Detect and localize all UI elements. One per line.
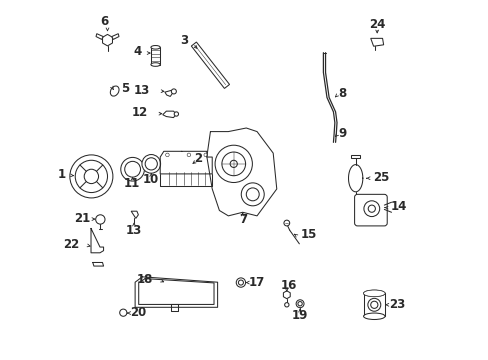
Polygon shape bbox=[102, 35, 112, 46]
Text: 6: 6 bbox=[101, 15, 108, 28]
Circle shape bbox=[174, 112, 178, 116]
Polygon shape bbox=[351, 155, 359, 158]
Circle shape bbox=[370, 301, 377, 309]
Circle shape bbox=[171, 89, 176, 94]
Text: 18: 18 bbox=[137, 273, 153, 286]
Circle shape bbox=[96, 215, 105, 224]
Text: 3: 3 bbox=[180, 34, 188, 48]
Text: 12: 12 bbox=[131, 107, 147, 120]
Text: 5: 5 bbox=[121, 82, 129, 95]
Polygon shape bbox=[164, 90, 172, 96]
Text: 9: 9 bbox=[338, 127, 346, 140]
Circle shape bbox=[70, 155, 113, 198]
Circle shape bbox=[124, 161, 140, 177]
Circle shape bbox=[363, 201, 379, 217]
Circle shape bbox=[367, 298, 380, 311]
Text: 4: 4 bbox=[133, 45, 142, 58]
Text: 2: 2 bbox=[193, 152, 202, 165]
Circle shape bbox=[238, 280, 243, 285]
Circle shape bbox=[241, 183, 264, 206]
Text: 1: 1 bbox=[58, 168, 66, 181]
Ellipse shape bbox=[363, 290, 384, 297]
Text: 15: 15 bbox=[300, 228, 316, 241]
Circle shape bbox=[246, 188, 259, 201]
Circle shape bbox=[187, 153, 190, 157]
Circle shape bbox=[284, 220, 289, 226]
Polygon shape bbox=[131, 211, 138, 219]
Text: 22: 22 bbox=[63, 238, 80, 251]
Ellipse shape bbox=[110, 86, 119, 96]
Text: 25: 25 bbox=[372, 171, 388, 184]
Text: 19: 19 bbox=[291, 309, 307, 322]
Text: 11: 11 bbox=[123, 177, 140, 190]
Text: 21: 21 bbox=[74, 212, 90, 225]
Polygon shape bbox=[163, 111, 176, 118]
Text: 10: 10 bbox=[143, 173, 159, 186]
Circle shape bbox=[121, 157, 144, 181]
Text: 7: 7 bbox=[239, 213, 247, 226]
Text: 23: 23 bbox=[388, 298, 405, 311]
Polygon shape bbox=[96, 34, 103, 40]
Circle shape bbox=[296, 300, 304, 308]
Ellipse shape bbox=[151, 45, 160, 49]
Ellipse shape bbox=[363, 313, 384, 319]
Ellipse shape bbox=[363, 290, 384, 297]
Text: 20: 20 bbox=[129, 306, 146, 319]
Text: 13: 13 bbox=[133, 84, 149, 97]
Text: 13: 13 bbox=[125, 224, 141, 237]
Circle shape bbox=[284, 303, 288, 307]
FancyBboxPatch shape bbox=[354, 194, 386, 226]
Ellipse shape bbox=[151, 63, 160, 66]
Circle shape bbox=[222, 152, 245, 176]
Polygon shape bbox=[370, 39, 383, 46]
Circle shape bbox=[297, 302, 302, 306]
Circle shape bbox=[165, 153, 169, 157]
Circle shape bbox=[120, 309, 126, 316]
Text: 14: 14 bbox=[389, 201, 406, 213]
Circle shape bbox=[145, 158, 157, 170]
Circle shape bbox=[236, 278, 245, 287]
Polygon shape bbox=[191, 42, 229, 89]
Circle shape bbox=[84, 169, 99, 184]
Text: 16: 16 bbox=[280, 279, 296, 292]
Polygon shape bbox=[283, 291, 290, 299]
Text: 17: 17 bbox=[248, 276, 264, 289]
Circle shape bbox=[367, 205, 375, 212]
Circle shape bbox=[75, 160, 107, 193]
Text: 24: 24 bbox=[368, 18, 385, 31]
Circle shape bbox=[142, 154, 160, 173]
Polygon shape bbox=[363, 293, 384, 316]
Polygon shape bbox=[151, 47, 160, 64]
Circle shape bbox=[230, 160, 237, 167]
Circle shape bbox=[215, 145, 252, 183]
Polygon shape bbox=[112, 34, 119, 40]
Circle shape bbox=[203, 153, 207, 157]
Text: 8: 8 bbox=[338, 87, 346, 100]
